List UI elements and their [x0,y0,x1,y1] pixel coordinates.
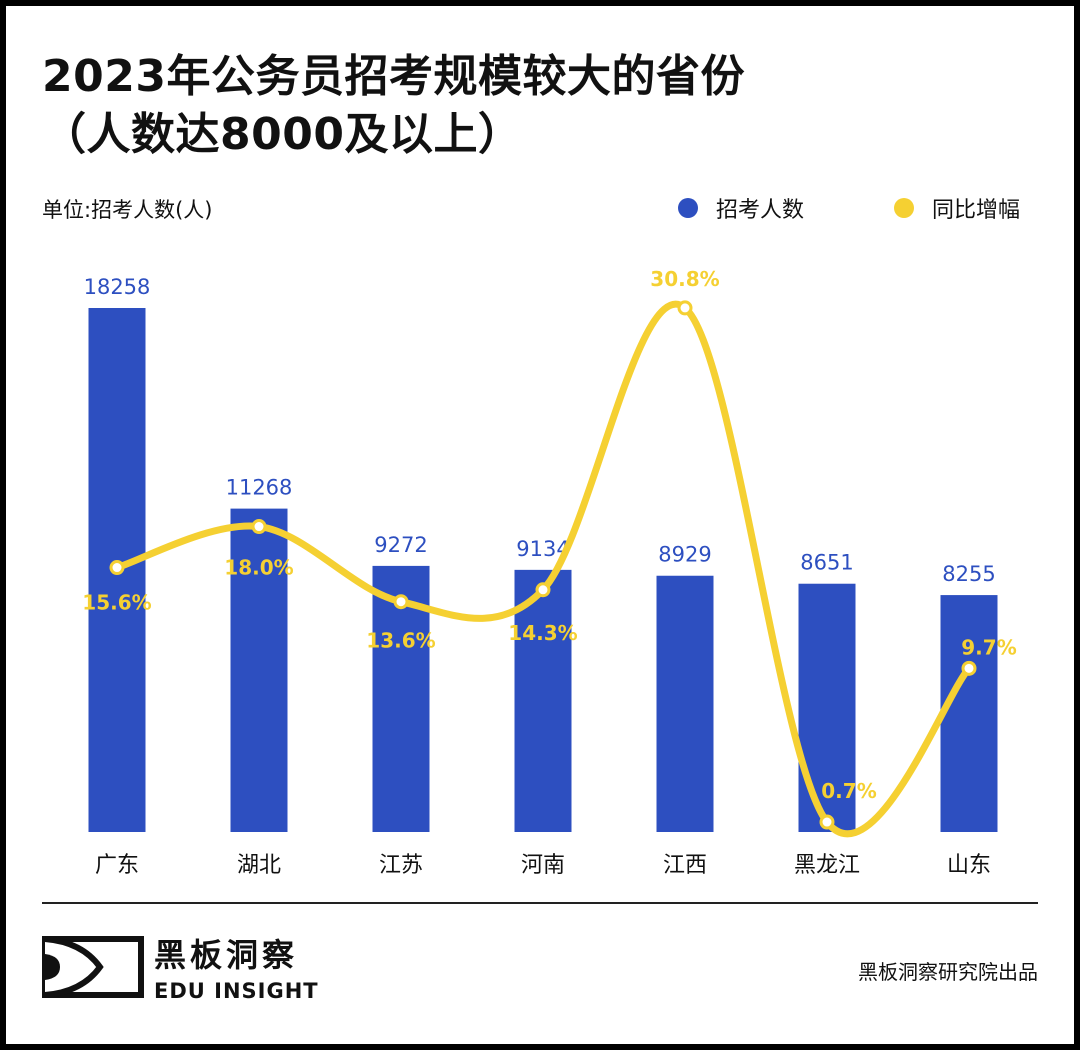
logo-eye-icon: 黑板洞察 EDU INSIGHT [42,936,319,1003]
bar-4 [656,575,714,832]
bar-1 [230,508,288,832]
growth-value-label: 30.8% [650,267,719,291]
growth-point [251,519,267,535]
category-label: 江苏 [379,853,423,878]
logo: 黑板洞察 EDU INSIGHT [42,934,322,1008]
bar-value-label: 8929 [658,543,711,567]
bar-value-label: 18258 [84,275,151,299]
category-label: 湖北 [237,853,281,878]
legend-bar-swatch [678,198,698,218]
unit-label: 单位:招考人数(人) [42,198,213,222]
logo-en: EDU INSIGHT [154,979,319,1003]
growth-point [535,582,551,598]
growth-value-label: 9.7% [961,635,1016,659]
chart-title: 2023年公务员招考规模较大的省份 （人数达8000及以上） [42,48,745,164]
divider [42,902,1038,904]
category-label: 山东 [947,853,991,878]
bar-6 [940,595,998,832]
bar-2 [372,565,430,832]
legend-line: 同比增幅 [894,192,1020,224]
category-label: 黑龙江 [794,853,860,878]
bar-value-label: 9272 [374,533,427,557]
bar-value-label: 11268 [226,476,293,500]
title-line-1: 2023年公务员招考规模较大的省份 [42,51,745,102]
legend-line-label: 同比增幅 [932,198,1021,223]
growth-value-label: 13.6% [366,629,435,653]
growth-point [393,594,409,610]
category-label: 江西 [663,853,707,878]
growth-value-label: 18.0% [224,556,293,580]
logo-cn: 黑板洞察 [154,936,298,974]
infographic: 2023年公务员招考规模较大的省份 （人数达8000及以上） 单位:招考人数(人… [6,6,1074,1044]
legend-bar-label: 招考人数 [716,198,805,223]
bar-value-label: 8651 [800,551,853,575]
category-label: 广东 [95,853,139,878]
bar-3 [514,569,572,832]
growth-value-label: 0.7% [821,779,876,803]
chart-plot: 18258广东11268湖北9272江苏9134河南8929江西8651黑龙江8… [82,267,1016,878]
growth-value-label: 15.6% [82,591,151,615]
growth-point [819,814,835,830]
legend-line-swatch [894,198,914,218]
credit: 黑板洞察研究院出品 [858,960,1038,984]
bar-value-label: 8255 [942,562,995,586]
legend-bar: 招考人数 [678,192,804,224]
category-label: 河南 [521,853,565,878]
title-line-2: （人数达8000及以上） [42,109,523,160]
growth-value-label: 14.3% [508,621,577,645]
growth-point [961,660,977,676]
growth-point [677,300,693,316]
growth-point [109,560,125,576]
